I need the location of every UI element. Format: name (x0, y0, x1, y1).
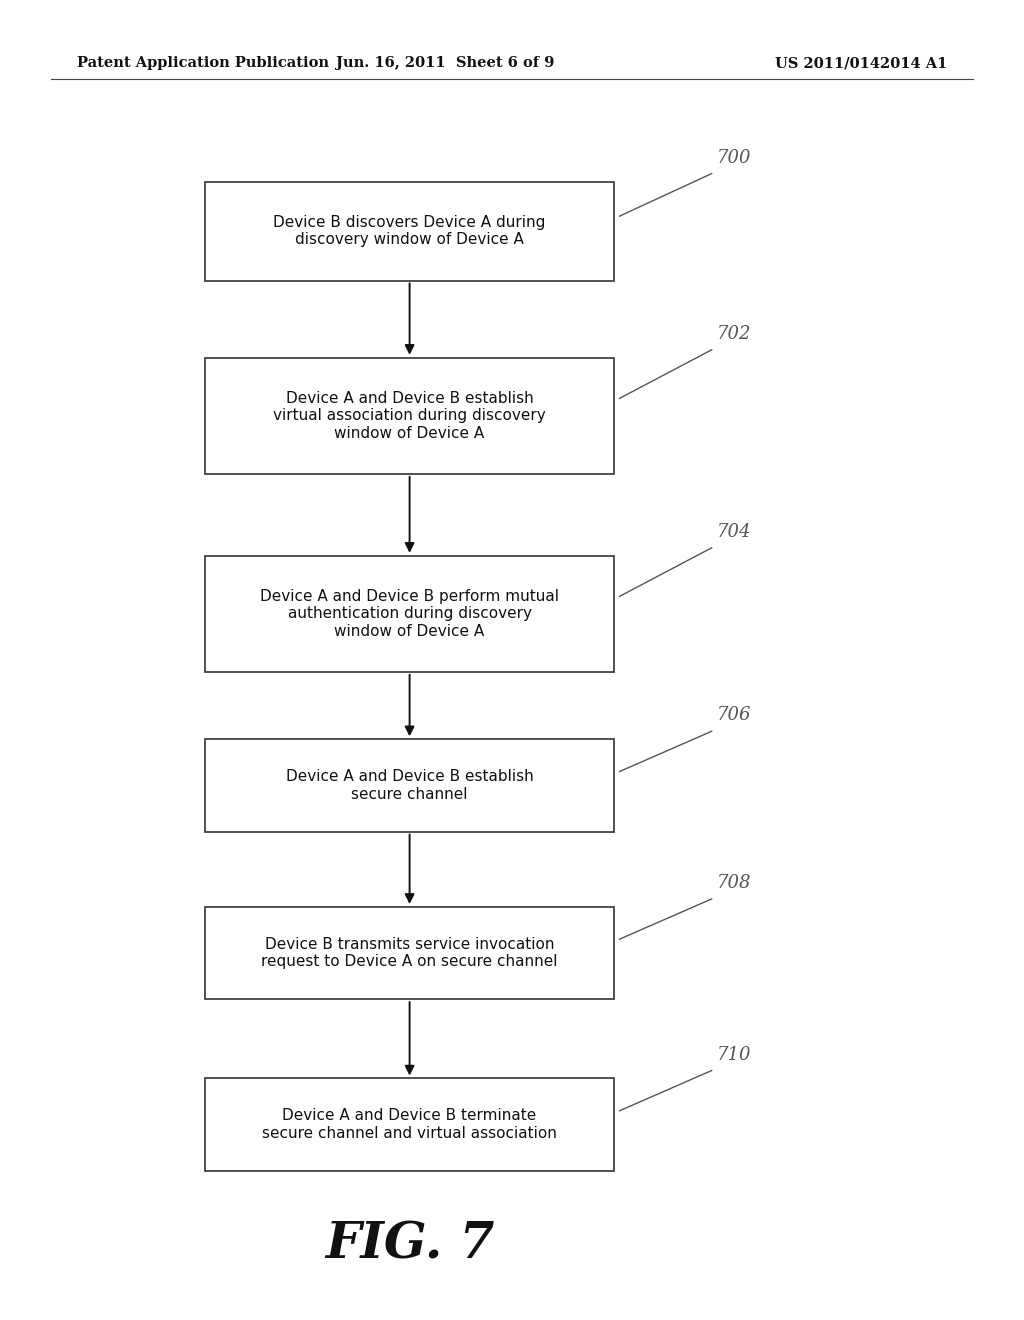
Text: Device A and Device B establish
secure channel: Device A and Device B establish secure c… (286, 770, 534, 801)
Text: 708: 708 (717, 874, 752, 892)
Text: Device A and Device B perform mutual
authentication during discovery
window of D: Device A and Device B perform mutual aut… (260, 589, 559, 639)
Text: 710: 710 (717, 1045, 752, 1064)
FancyBboxPatch shape (205, 739, 614, 832)
Text: 702: 702 (717, 325, 752, 343)
FancyBboxPatch shape (205, 907, 614, 999)
Text: US 2011/0142014 A1: US 2011/0142014 A1 (775, 57, 947, 70)
Text: 706: 706 (717, 706, 752, 725)
Text: Device A and Device B establish
virtual association during discovery
window of D: Device A and Device B establish virtual … (273, 391, 546, 441)
FancyBboxPatch shape (205, 1078, 614, 1171)
Text: Device A and Device B terminate
secure channel and virtual association: Device A and Device B terminate secure c… (262, 1109, 557, 1140)
Text: FIG. 7: FIG. 7 (325, 1220, 495, 1270)
Text: Device B transmits service invocation
request to Device A on secure channel: Device B transmits service invocation re… (261, 937, 558, 969)
FancyBboxPatch shape (205, 358, 614, 474)
Text: 704: 704 (717, 523, 752, 541)
FancyBboxPatch shape (205, 181, 614, 281)
Text: 700: 700 (717, 149, 752, 166)
Text: Patent Application Publication: Patent Application Publication (77, 57, 329, 70)
FancyBboxPatch shape (205, 556, 614, 672)
Text: Jun. 16, 2011  Sheet 6 of 9: Jun. 16, 2011 Sheet 6 of 9 (336, 57, 555, 70)
Text: Device B discovers Device A during
discovery window of Device A: Device B discovers Device A during disco… (273, 215, 546, 247)
